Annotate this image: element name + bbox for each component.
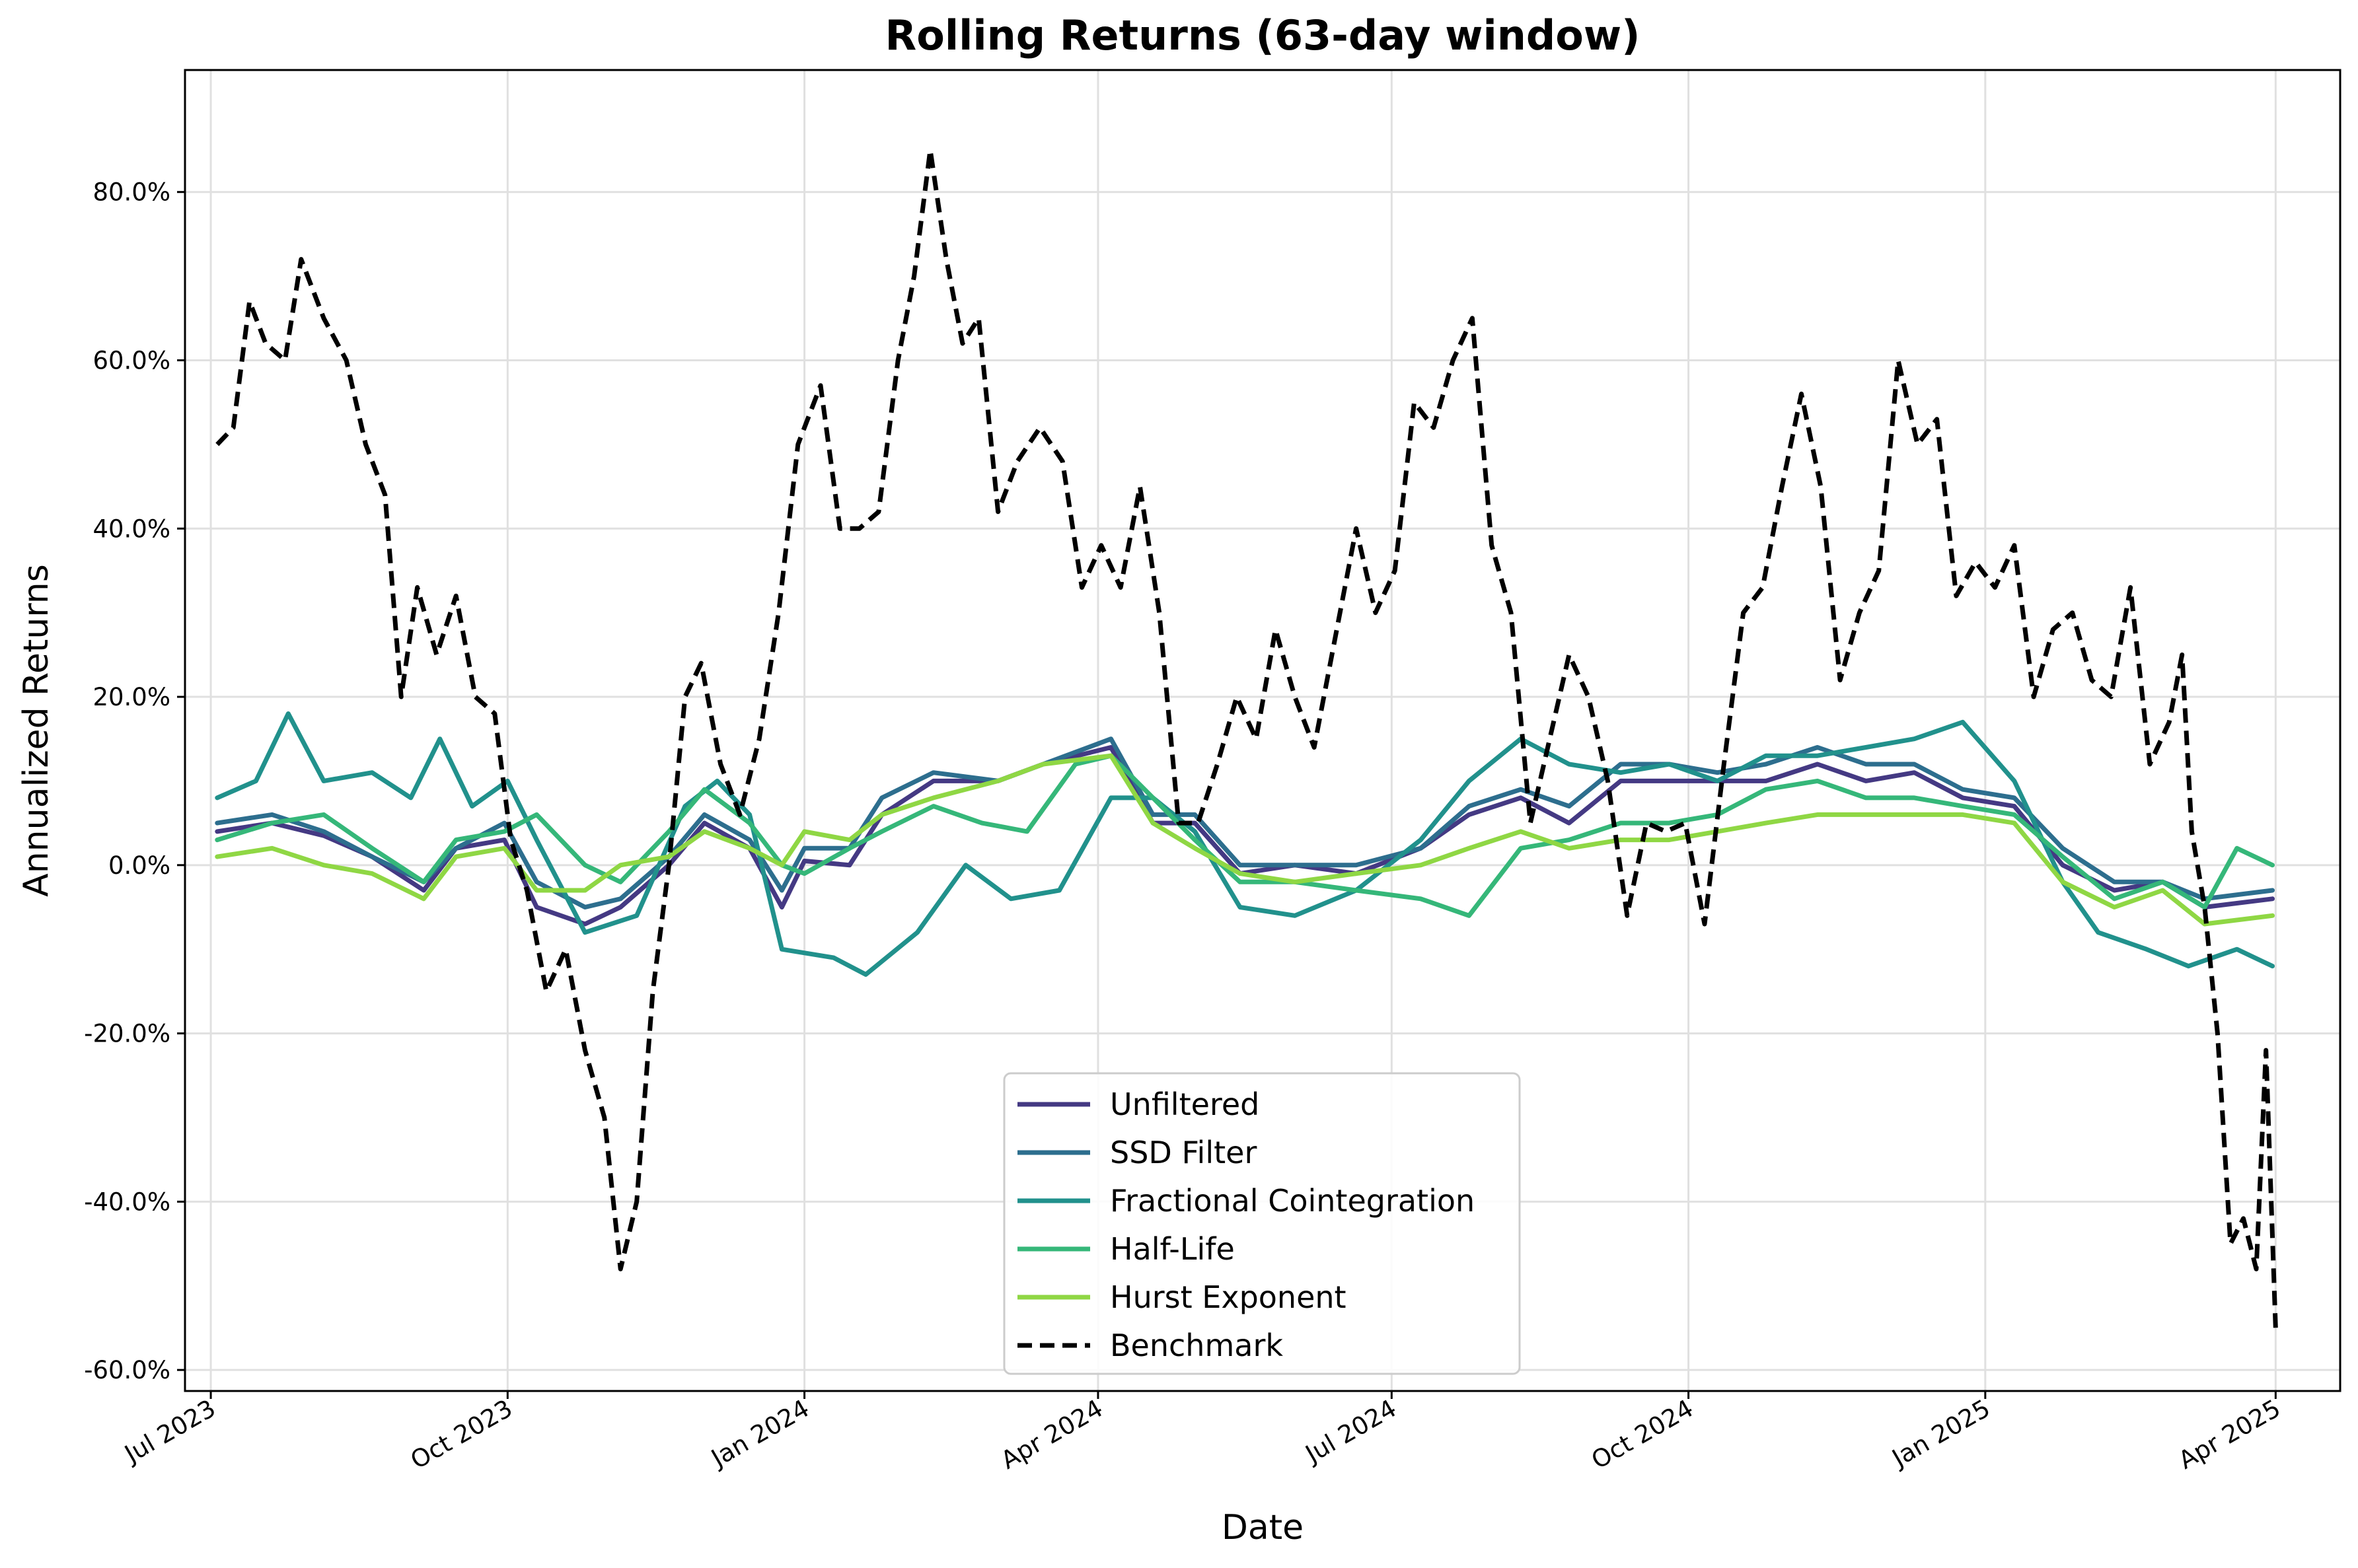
- x-tick-label: Jan 2024: [706, 1394, 814, 1474]
- y-tick-label: -20.0%: [84, 1020, 170, 1048]
- legend-label: Half-Life: [1110, 1231, 1235, 1267]
- x-tick-label: Apr 2025: [2174, 1394, 2285, 1475]
- y-tick-label: -40.0%: [84, 1188, 170, 1216]
- x-tick-label: Jan 2025: [1886, 1394, 1995, 1474]
- legend-label: Benchmark: [1110, 1328, 1283, 1363]
- series-line-half-life: [215, 753, 2275, 918]
- x-axis-label: Date: [1222, 1508, 1304, 1548]
- chart-title: Rolling Returns (63-day window): [885, 11, 1640, 59]
- y-tick-label: 20.0%: [92, 683, 170, 711]
- x-tick-label: Oct 2024: [1586, 1394, 1698, 1475]
- y-tick-label: 0.0%: [108, 851, 170, 880]
- legend: Unfiltered SSD Filter Fractional Cointegra…: [1003, 1072, 1521, 1375]
- legend-label: Hurst Exponent: [1110, 1279, 1346, 1315]
- legend-items: Unfiltered SSD Filter Fractional Cointegra…: [1017, 1087, 1475, 1363]
- plot-frame: [184, 69, 2341, 1392]
- series-layer: [215, 147, 2278, 1328]
- series-line-benchmark: [215, 147, 2278, 1328]
- series-line-hurst-exponent: [215, 753, 2275, 927]
- legend-label: Fractional Cointegration: [1110, 1183, 1475, 1219]
- x-tick-label: Jul 2023: [119, 1394, 221, 1470]
- series-line-fractional-cointegration: [215, 711, 2275, 977]
- x-tick-label: Jul 2024: [1300, 1394, 1401, 1470]
- legend-label: Unfiltered: [1110, 1087, 1259, 1122]
- series-line-unfiltered: [215, 745, 2275, 927]
- y-axis-label: Annualized Returns: [17, 564, 56, 897]
- y-tick-label: 60.0%: [92, 346, 170, 374]
- y-tick-label: 80.0%: [92, 178, 170, 207]
- y-tick-label: 40.0%: [92, 515, 170, 543]
- x-tick-label: Oct 2023: [406, 1394, 517, 1475]
- legend-box: [1003, 1072, 1521, 1375]
- x-tick-label: Apr 2024: [996, 1394, 1108, 1475]
- legend-label: SSD Filter: [1110, 1135, 1257, 1170]
- y-tick-label: -60.0%: [84, 1356, 170, 1384]
